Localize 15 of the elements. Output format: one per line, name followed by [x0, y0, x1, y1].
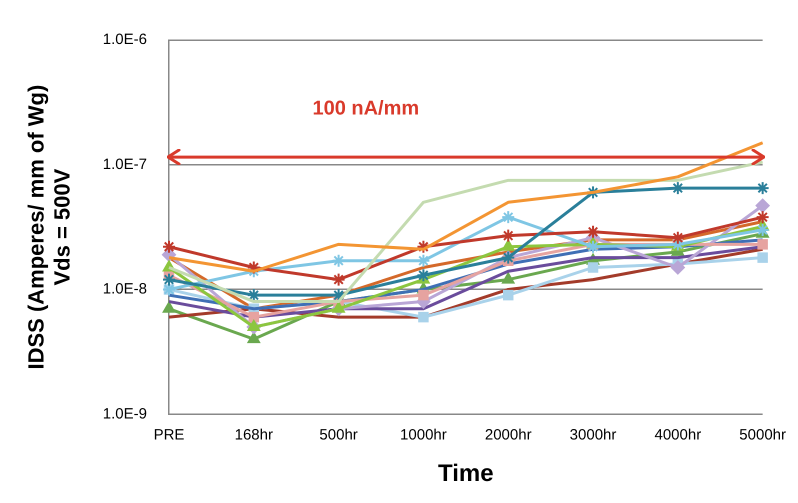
x-tick-label: 500hr	[319, 426, 358, 444]
x-tick-label: 5000hr	[739, 426, 786, 444]
x-tick-label: 2000hr	[484, 426, 532, 444]
y-tick-label: 1.0E-9	[102, 405, 147, 422]
ref-line-label: 100 nA/mm	[312, 98, 420, 120]
x-tick-label: 1000hr	[400, 426, 447, 444]
x-tick-label: 3000hr	[570, 426, 616, 444]
x-tick-label: 168hr	[234, 426, 273, 444]
y-tick-label: 1.0E-7	[102, 156, 147, 173]
x-axis-title: Time	[438, 460, 494, 488]
y-axis-title: IDSS (Amperes/ mm of Wg) Vds = 500V	[23, 84, 75, 370]
y-tick-label: 1.0E-8	[102, 280, 147, 298]
y-tick-label: 1.0E-6	[102, 31, 147, 48]
x-tick-label: 4000hr	[654, 426, 702, 444]
x-tick-label: PRE	[154, 426, 184, 444]
